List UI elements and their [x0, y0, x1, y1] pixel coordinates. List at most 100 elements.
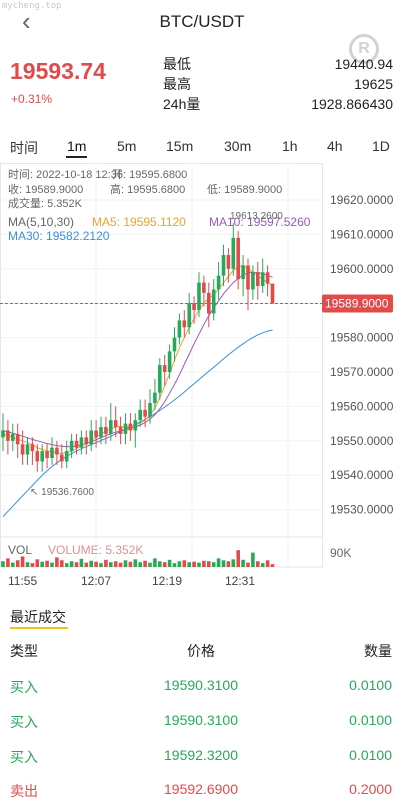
tab-1h[interactable]: 1h: [282, 138, 298, 154]
candle[interactable]: [118, 416, 123, 445]
candle[interactable]: [270, 283, 275, 304]
tab-1d[interactable]: 1D: [372, 138, 390, 154]
candle[interactable]: [143, 399, 147, 428]
recent-trades-title[interactable]: 最近成交: [10, 609, 66, 625]
candle[interactable]: [221, 244, 226, 286]
candle[interactable]: [25, 437, 30, 465]
candle[interactable]: [172, 327, 177, 362]
trade-type: 买入: [10, 679, 38, 695]
tab-time[interactable]: 时间: [10, 140, 38, 156]
candle[interactable]: [104, 416, 108, 445]
candle[interactable]: [69, 433, 74, 458]
tab-1m[interactable]: 1m: [65, 138, 88, 158]
candle[interactable]: [207, 282, 211, 328]
candle[interactable]: [50, 437, 54, 465]
volume-bar: [265, 560, 270, 567]
candle-body: [15, 433, 20, 445]
volume-bar: [148, 562, 152, 567]
candle[interactable]: [20, 430, 25, 465]
volume-bar: [153, 558, 157, 567]
candle[interactable]: [211, 279, 216, 321]
y-tick-label: 19580.0000: [330, 331, 394, 345]
stat-label: 最低: [163, 56, 191, 72]
candle[interactable]: [246, 258, 250, 311]
candle[interactable]: [256, 261, 260, 300]
tab-5m[interactable]: 5m: [117, 138, 137, 154]
candle[interactable]: [260, 258, 265, 293]
candle-body: [94, 430, 98, 438]
candle[interactable]: [162, 354, 167, 386]
candle[interactable]: [55, 440, 59, 465]
tab-4h[interactable]: 4h: [327, 138, 343, 154]
volume-bar: [104, 559, 108, 567]
candle[interactable]: [128, 413, 133, 441]
candle[interactable]: [216, 261, 221, 300]
candle-body: [197, 282, 201, 311]
trade-price: 19590.3100: [164, 677, 238, 693]
candle[interactable]: [167, 344, 172, 379]
tab-30m[interactable]: 30m: [224, 138, 252, 154]
candle[interactable]: [35, 444, 40, 472]
candle[interactable]: [30, 437, 35, 465]
candle[interactable]: [89, 420, 93, 452]
volume-bar: [143, 560, 147, 567]
candle[interactable]: [64, 440, 69, 469]
candle[interactable]: [133, 413, 138, 448]
candle[interactable]: [40, 444, 44, 472]
candle[interactable]: [60, 444, 64, 469]
candle[interactable]: [148, 389, 152, 424]
candle-body: [202, 282, 206, 293]
volume-bar: [118, 562, 123, 567]
candle[interactable]: [79, 430, 84, 455]
last-price: 19593.74: [10, 58, 106, 84]
candle[interactable]: [197, 272, 201, 317]
candle[interactable]: [182, 310, 187, 338]
info-low: 低: 19589.9000: [207, 183, 282, 196]
trade-price: 19592.3200: [164, 747, 238, 763]
candle[interactable]: [138, 399, 142, 428]
y-tick-label: 19540.0000: [330, 468, 394, 482]
min-price-label: ↖ 19536.7600: [30, 487, 94, 498]
volume-bar: [84, 562, 89, 567]
candle[interactable]: [45, 444, 49, 469]
candle[interactable]: [231, 223, 236, 276]
candle[interactable]: [265, 265, 270, 297]
candle-body: [118, 427, 123, 434]
candle[interactable]: [113, 406, 118, 438]
candle-body: [260, 272, 265, 286]
candle-body: [50, 447, 54, 458]
candle[interactable]: [251, 265, 255, 300]
candle-body: [79, 437, 84, 448]
candle[interactable]: [94, 420, 98, 448]
candle[interactable]: [109, 402, 113, 441]
candle[interactable]: [74, 433, 79, 455]
candle[interactable]: [158, 358, 162, 400]
candle[interactable]: [1, 413, 5, 452]
candle-body: [241, 265, 245, 280]
candle[interactable]: [177, 313, 182, 345]
volume-bar: [11, 562, 15, 567]
candle[interactable]: [99, 416, 103, 445]
candle[interactable]: [202, 275, 206, 307]
candle[interactable]: [226, 248, 231, 283]
tab-15m[interactable]: 15m: [166, 138, 194, 154]
stat-value: 19625: [354, 76, 393, 92]
candle[interactable]: [192, 296, 196, 324]
info-volume: 成交量: 5.352K: [8, 196, 83, 210]
kline-chart[interactable]: 19620.000019610.000019600.000019590.0000…: [0, 163, 404, 593]
volume-bar: [94, 561, 98, 567]
candle-body: [187, 303, 191, 328]
candle[interactable]: [11, 423, 15, 452]
volume-label: VOL: [8, 543, 32, 557]
candle[interactable]: [84, 430, 89, 455]
candle[interactable]: [236, 230, 240, 290]
candle[interactable]: [241, 255, 245, 297]
candle[interactable]: [123, 413, 128, 445]
x-tick-label: 12:31: [225, 574, 255, 588]
volume-bar: [99, 563, 103, 567]
chevron-left-icon[interactable]: ‹: [22, 6, 31, 36]
candle[interactable]: [6, 420, 10, 455]
candle[interactable]: [15, 423, 20, 458]
candle[interactable]: [153, 378, 157, 410]
candle[interactable]: [187, 292, 191, 335]
